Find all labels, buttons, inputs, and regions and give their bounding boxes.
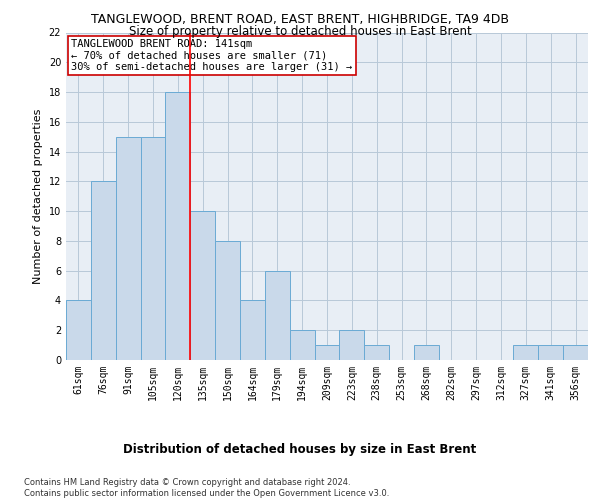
Bar: [514, 345, 538, 360]
Text: TANGLEWOOD, BRENT ROAD, EAST BRENT, HIGHBRIDGE, TA9 4DB: TANGLEWOOD, BRENT ROAD, EAST BRENT, HIGH…: [91, 12, 509, 26]
Y-axis label: Number of detached properties: Number of detached properties: [33, 108, 43, 284]
Bar: [340, 330, 364, 360]
Bar: [563, 345, 588, 360]
Text: Contains HM Land Registry data © Crown copyright and database right 2024.
Contai: Contains HM Land Registry data © Crown c…: [24, 478, 389, 498]
Bar: [116, 136, 140, 360]
Bar: [538, 345, 563, 360]
Bar: [66, 300, 91, 360]
Bar: [265, 270, 290, 360]
Bar: [166, 92, 190, 360]
Bar: [240, 300, 265, 360]
Text: Distribution of detached houses by size in East Brent: Distribution of detached houses by size …: [124, 442, 476, 456]
Bar: [314, 345, 340, 360]
Text: Size of property relative to detached houses in East Brent: Size of property relative to detached ho…: [128, 25, 472, 38]
Bar: [140, 136, 166, 360]
Bar: [91, 182, 116, 360]
Bar: [290, 330, 314, 360]
Text: TANGLEWOOD BRENT ROAD: 141sqm
← 70% of detached houses are smaller (71)
30% of s: TANGLEWOOD BRENT ROAD: 141sqm ← 70% of d…: [71, 39, 352, 72]
Bar: [215, 241, 240, 360]
Bar: [190, 211, 215, 360]
Bar: [414, 345, 439, 360]
Bar: [364, 345, 389, 360]
